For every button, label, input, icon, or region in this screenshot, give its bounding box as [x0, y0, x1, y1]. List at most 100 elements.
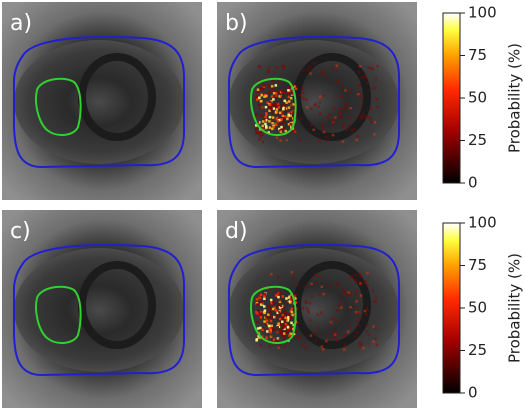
probability-speckle — [343, 290, 346, 293]
probability-speckle — [365, 330, 369, 333]
probability-speckle — [269, 326, 272, 330]
probability-speckle — [367, 115, 370, 119]
probability-speckle — [279, 299, 282, 302]
probability-speckle — [263, 95, 266, 98]
probability-speckle — [289, 326, 292, 329]
probability-speckle — [259, 326, 262, 330]
lesion-contour — [35, 285, 82, 344]
probability-speckle — [298, 138, 301, 142]
probability-speckle — [269, 330, 272, 334]
probability-speckle — [335, 64, 339, 68]
probability-speckle — [270, 111, 274, 114]
probability-speckle — [281, 113, 285, 116]
probability-speckle — [343, 105, 347, 109]
probability-speckle — [255, 298, 259, 301]
probability-speckle — [310, 282, 313, 286]
probability-speckle — [264, 105, 268, 109]
probability-speckle — [264, 122, 267, 126]
probability-speckle — [358, 272, 362, 276]
probability-speckle — [318, 293, 321, 296]
probability-speckle — [359, 94, 362, 98]
probability-speckle — [256, 303, 259, 306]
tick-label: 25 — [468, 131, 487, 149]
probability-speckle — [256, 98, 259, 101]
probability-speckle — [258, 65, 262, 68]
probability-speckle — [279, 310, 282, 313]
probability-speckle — [366, 309, 370, 313]
probability-speckle — [267, 85, 271, 88]
probability-speckle — [353, 127, 356, 131]
probability-speckle — [287, 95, 291, 99]
probability-speckle — [360, 343, 363, 346]
probability-speckle — [271, 307, 275, 311]
probability-speckle — [314, 272, 318, 276]
probability-speckle — [335, 338, 339, 342]
probability-speckle — [332, 333, 335, 336]
probability-speckle — [296, 336, 299, 339]
probability-speckle — [374, 78, 378, 81]
probability-speckle — [354, 310, 358, 314]
probability-speckle — [291, 114, 295, 118]
probability-speckle — [274, 287, 278, 291]
lesion-contour — [250, 77, 297, 136]
probability-speckle — [336, 70, 339, 73]
probability-speckle — [261, 124, 265, 128]
probability-speckle — [256, 320, 259, 324]
probability-speckle — [272, 338, 276, 342]
probability-speckle — [349, 276, 352, 279]
probability-speckle — [334, 94, 338, 97]
probability-speckle — [290, 327, 294, 330]
probability-speckle — [304, 346, 308, 350]
probability-speckle — [270, 324, 273, 328]
probability-speckle — [289, 114, 293, 117]
probability-speckle — [284, 115, 287, 118]
probability-speckle — [261, 140, 265, 144]
prostate-contour — [228, 243, 400, 377]
colorbars: 0 25 50 75 100 Probability (%) 0 25 50 75 100 Proba… — [442, 4, 524, 402]
probability-speckle — [367, 66, 370, 69]
probability-speckle — [357, 90, 361, 93]
tick-label: 100 — [468, 214, 497, 232]
probability-speckle — [290, 103, 293, 107]
probability-speckle — [263, 292, 267, 296]
probability-speckle — [358, 317, 362, 320]
probability-speckle — [349, 306, 352, 309]
probability-speckle — [322, 292, 325, 296]
probability-speckle — [371, 289, 375, 293]
probability-speckle — [346, 293, 349, 297]
probability-speckle — [340, 95, 344, 99]
probability-speckle — [329, 322, 332, 326]
probability-speckle — [288, 334, 291, 337]
probability-speckle — [255, 339, 258, 342]
probability-speckle — [374, 296, 378, 300]
probability-speckle — [366, 81, 369, 85]
probability-speckle — [267, 66, 271, 70]
probability-speckle — [280, 110, 284, 114]
probability-speckle — [320, 285, 324, 289]
probability-speckle — [256, 327, 260, 330]
probability-speckle — [276, 313, 279, 317]
colorbar — [442, 12, 461, 184]
probability-speckle — [344, 89, 347, 92]
probability-speckle — [265, 94, 268, 98]
probability-speckle — [279, 328, 282, 332]
probability-speckle — [314, 339, 318, 342]
probability-speckle — [363, 115, 367, 119]
probability-speckle — [350, 129, 354, 132]
probability-speckle — [309, 72, 312, 75]
probability-speckle — [279, 118, 282, 122]
probability-speckle — [356, 320, 359, 323]
probability-speckle — [375, 97, 378, 101]
probability-speckle — [346, 330, 350, 333]
probability-speckle — [281, 330, 285, 334]
probability-speckle — [292, 103, 296, 106]
probability-speckle — [354, 293, 358, 296]
probability-speckle — [259, 94, 263, 97]
probability-speckle — [357, 311, 360, 314]
probability-speckle — [322, 127, 325, 131]
probability-speckle — [278, 88, 282, 92]
probability-speckle — [259, 293, 263, 297]
probability-speckle — [274, 111, 278, 114]
probability-speckle — [347, 124, 350, 128]
